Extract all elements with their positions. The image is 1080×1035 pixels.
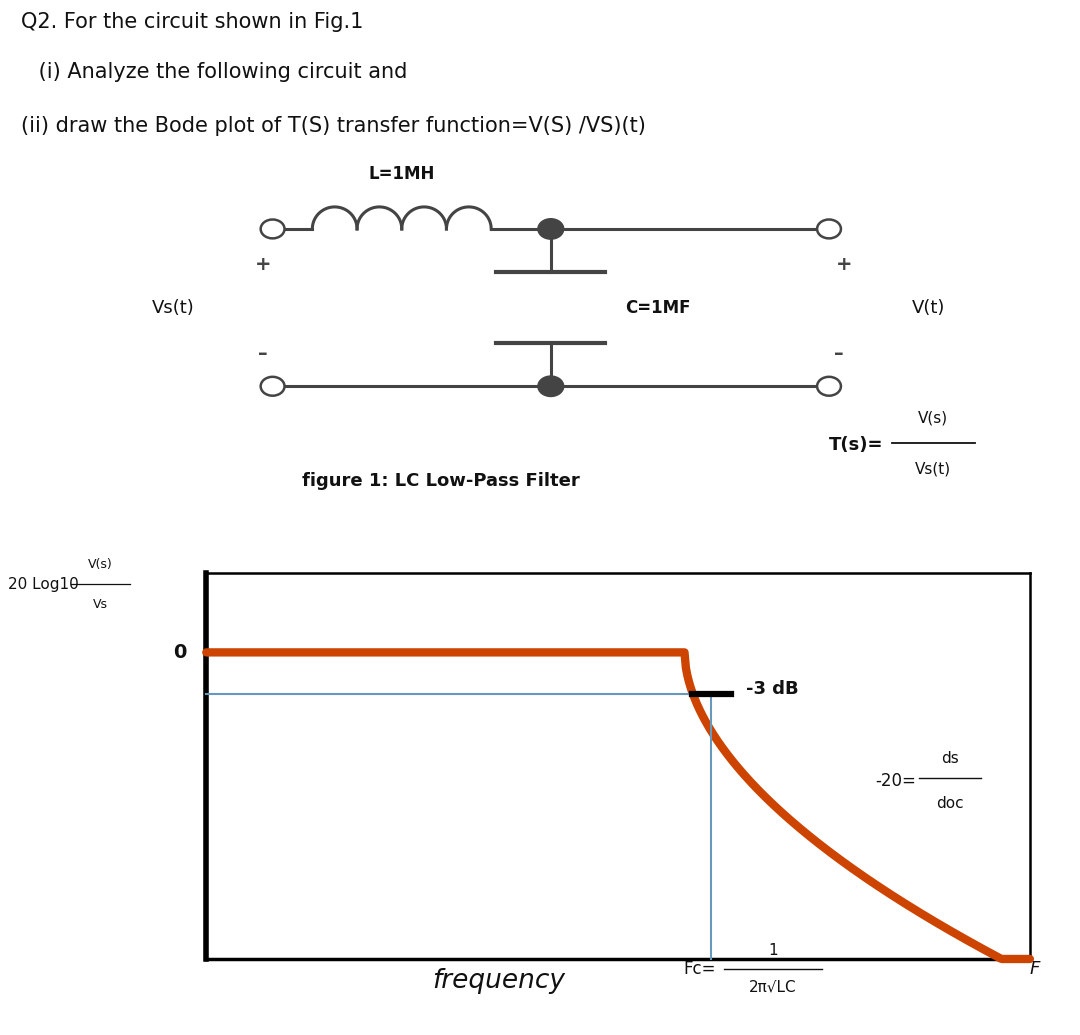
Text: doc: doc	[936, 796, 964, 810]
Circle shape	[260, 377, 284, 395]
Text: -3 dB: -3 dB	[746, 680, 799, 699]
Text: F: F	[1029, 959, 1040, 978]
Text: +: +	[836, 255, 852, 274]
Text: 2π√LC: 2π√LC	[750, 980, 797, 995]
Text: Vs(t): Vs(t)	[915, 462, 951, 476]
Text: 0: 0	[173, 643, 187, 662]
Text: -20=: -20=	[875, 772, 916, 790]
Text: Fc=: Fc=	[683, 959, 715, 978]
Text: V(s): V(s)	[918, 410, 948, 425]
Text: figure 1: LC Low-Pass Filter: figure 1: LC Low-Pass Filter	[302, 472, 580, 490]
Text: T(s)=: T(s)=	[829, 437, 883, 454]
Text: –: –	[834, 344, 843, 362]
Text: frequency: frequency	[432, 968, 565, 995]
Text: +: +	[255, 255, 271, 274]
Text: ds: ds	[942, 751, 959, 766]
Circle shape	[260, 219, 284, 238]
Text: 1: 1	[768, 943, 778, 958]
Circle shape	[538, 218, 564, 239]
Text: C=1MF: C=1MF	[625, 299, 691, 317]
Text: Vs(t): Vs(t)	[152, 299, 194, 317]
Text: –: –	[258, 344, 268, 362]
Text: L=1MH: L=1MH	[368, 165, 435, 183]
Text: 20 Log10: 20 Log10	[9, 576, 79, 592]
Text: Vs: Vs	[93, 597, 108, 611]
Text: (i) Analyze the following circuit and: (i) Analyze the following circuit and	[32, 62, 407, 82]
Text: V(s): V(s)	[89, 558, 112, 570]
Text: V(t): V(t)	[912, 299, 945, 317]
Circle shape	[818, 219, 841, 238]
Circle shape	[538, 376, 564, 396]
Text: (ii) draw the Bode plot of T(S) transfer function=V(S) /VS)(t): (ii) draw the Bode plot of T(S) transfer…	[22, 116, 646, 136]
Circle shape	[818, 377, 841, 395]
Text: Q2. For the circuit shown in Fig.1: Q2. For the circuit shown in Fig.1	[22, 11, 364, 32]
